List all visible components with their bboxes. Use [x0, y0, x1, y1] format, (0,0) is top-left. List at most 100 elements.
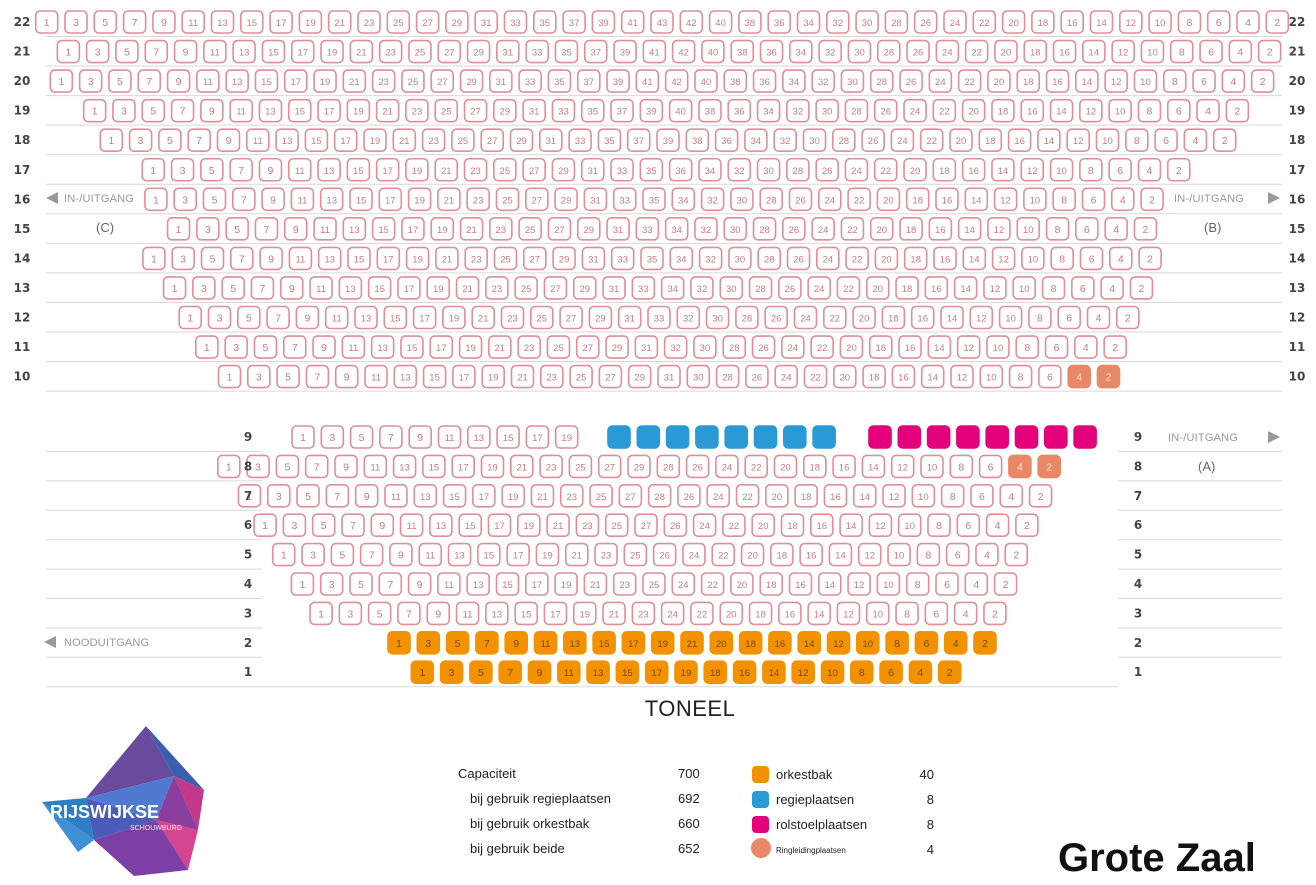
svg-text:31: 31 [613, 225, 624, 236]
svg-text:13: 13 [400, 373, 411, 384]
svg-text:42: 42 [678, 48, 689, 59]
seat: 6 [1057, 305, 1081, 330]
wheelchair-seat [897, 425, 922, 449]
svg-text:6: 6 [1091, 194, 1097, 206]
seat: 7 [250, 276, 275, 300]
wheelchair-seat [868, 425, 892, 449]
svg-text:11: 11 [295, 254, 305, 265]
seat: 14 [964, 187, 989, 212]
svg-text:17: 17 [550, 609, 561, 620]
svg-text:26: 26 [880, 107, 891, 118]
row-label: 2 [244, 636, 252, 650]
seat: 34 [669, 246, 694, 271]
svg-text:33: 33 [638, 284, 649, 295]
seat: 26 [906, 39, 930, 64]
svg-text:17: 17 [404, 284, 415, 295]
orchestra-seat: 19 [674, 660, 698, 685]
seat: 23 [466, 187, 491, 212]
orchestra-seat: 3 [416, 630, 441, 655]
svg-text:15: 15 [311, 136, 322, 147]
seat: 34 [664, 217, 689, 241]
svg-text:8: 8 [1051, 283, 1057, 295]
seat: 1 [142, 246, 166, 271]
svg-text:23: 23 [601, 551, 612, 562]
svg-text:13: 13 [349, 225, 360, 236]
svg-text:36: 36 [675, 166, 686, 177]
seat: 24 [692, 513, 717, 538]
seat: 4 [964, 572, 989, 596]
seat: 29 [605, 335, 629, 359]
svg-text:13: 13 [377, 343, 388, 354]
svg-text:13: 13 [265, 107, 276, 118]
svg-text:16: 16 [1027, 107, 1038, 118]
seat: 13 [225, 69, 249, 93]
seat: 16 [778, 601, 802, 626]
svg-text:29: 29 [466, 77, 477, 88]
svg-text:4: 4 [1109, 283, 1115, 295]
svg-text:1: 1 [247, 491, 253, 503]
orchestra-seat: 1 [410, 660, 435, 685]
seat: 23 [378, 39, 403, 64]
seat: 8 [1177, 10, 1202, 34]
seat: 20 [994, 39, 1018, 64]
seat: 9 [258, 157, 283, 182]
svg-text:18: 18 [766, 580, 777, 591]
seat: 41 [620, 10, 645, 34]
seat: 23 [421, 128, 446, 152]
svg-text:10: 10 [1140, 77, 1151, 88]
seat: 27 [543, 276, 568, 300]
seat: 22 [845, 246, 869, 271]
svg-text:34: 34 [789, 77, 800, 88]
seat: 23 [371, 69, 396, 93]
svg-text:24: 24 [788, 343, 799, 354]
svg-text:22: 22 [971, 48, 982, 59]
seat: 17 [376, 246, 401, 271]
svg-text:34: 34 [667, 284, 678, 295]
svg-text:11: 11 [463, 609, 473, 620]
svg-text:16: 16 [1052, 77, 1063, 88]
svg-text:22: 22 [926, 136, 937, 147]
row-label: 19 [1289, 104, 1306, 118]
svg-text:8: 8 [1061, 194, 1067, 206]
seat: 22 [836, 276, 861, 300]
svg-text:5: 5 [246, 313, 252, 325]
svg-text:19: 19 [437, 225, 448, 236]
svg-text:28: 28 [839, 136, 850, 147]
seat: 10 [865, 601, 890, 626]
svg-text:3: 3 [449, 667, 455, 679]
svg-text:43: 43 [657, 18, 668, 29]
seat: 24 [715, 454, 739, 479]
svg-text:18: 18 [1023, 77, 1034, 88]
wheelchair-seat [1044, 425, 1068, 449]
seat: 26 [685, 454, 710, 479]
svg-text:8: 8 [1059, 253, 1065, 265]
svg-text:5: 5 [305, 491, 311, 503]
seat: 14 [828, 542, 853, 567]
seat: 5 [311, 513, 336, 538]
seat: 1 [217, 364, 242, 389]
seat: 33 [610, 157, 634, 182]
seat: 26 [899, 69, 923, 93]
seat: 29 [627, 454, 651, 479]
seat: 2 [1103, 335, 1127, 359]
svg-text:19: 19 [353, 107, 364, 118]
svg-text:35: 35 [646, 166, 657, 177]
svg-text:34: 34 [751, 136, 762, 147]
seat: 1 [162, 276, 187, 300]
svg-text:16: 16 [1067, 18, 1078, 29]
svg-text:32: 32 [683, 314, 694, 325]
seat: 18 [780, 513, 805, 538]
seat: 15 [349, 187, 373, 212]
seat: 8 [1137, 98, 1162, 123]
svg-text:20: 20 [716, 639, 727, 650]
seat: 11 [246, 128, 270, 152]
svg-text:14: 14 [859, 492, 870, 503]
seat: 19 [426, 276, 451, 300]
seat: 11 [313, 217, 337, 241]
seat: 15 [495, 572, 520, 596]
svg-text:16: 16 [898, 373, 909, 384]
seat: 29 [588, 305, 613, 330]
seat: 13 [317, 246, 342, 271]
svg-text:22: 22 [729, 521, 740, 532]
svg-text:29: 29 [452, 18, 463, 29]
